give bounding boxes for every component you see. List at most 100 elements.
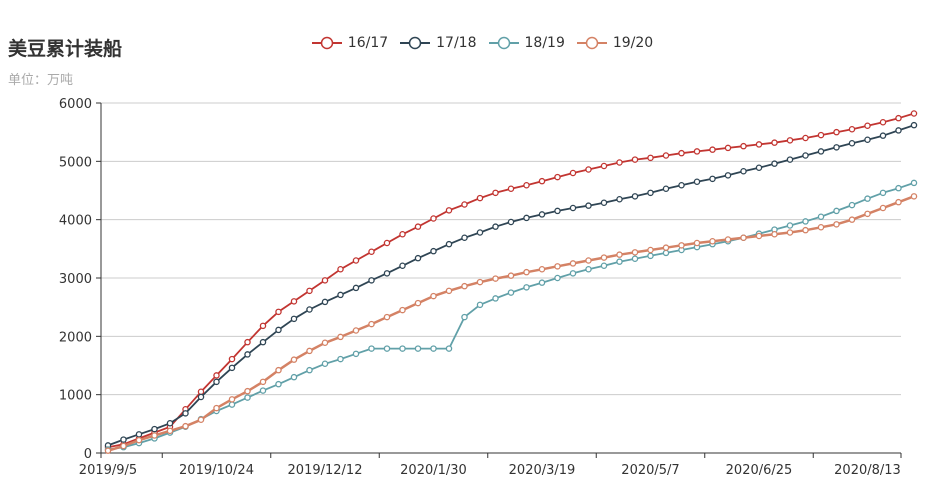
data-point: [647, 189, 654, 197]
data-point: [833, 221, 840, 228]
data-point: [833, 144, 840, 151]
data-point: [445, 287, 453, 295]
x-tick-label: 2019/9/5: [79, 463, 137, 478]
data-point: [507, 185, 515, 192]
data-point: [848, 126, 856, 133]
data-point: [755, 141, 763, 148]
data-point: [910, 121, 918, 129]
legend-item[interactable]: 17/18: [400, 35, 477, 51]
data-point: [523, 181, 530, 189]
data-point: [197, 388, 205, 395]
data-point: [337, 291, 344, 299]
data-point: [879, 132, 887, 139]
data-point: [104, 447, 112, 454]
data-point: [166, 427, 174, 435]
data-point: [631, 249, 639, 256]
data-point: [151, 432, 158, 439]
data-point: [151, 425, 158, 433]
data-point: [647, 154, 654, 162]
legend-label: 17/18: [436, 35, 477, 51]
data-point: [600, 199, 608, 206]
legend-marker-icon: [311, 36, 342, 50]
data-point: [492, 295, 499, 302]
data-point: [244, 338, 251, 346]
data-point: [631, 193, 639, 200]
data-point: [321, 277, 329, 284]
data-point: [879, 189, 887, 197]
data-point: [321, 298, 329, 306]
x-tick-label: 2020/5/7: [621, 463, 679, 478]
series-line-17-18: [107, 124, 915, 447]
chart-legend: 16/17 17/18 18/19 19/20: [0, 32, 925, 54]
data-point: [213, 404, 220, 412]
data-point: [476, 278, 484, 286]
data-point: [848, 201, 856, 209]
data-point: [492, 275, 499, 282]
data-point: [709, 146, 716, 153]
data-point: [244, 351, 251, 358]
data-point: [817, 131, 825, 139]
data-point: [244, 387, 251, 395]
data-point: [693, 239, 701, 247]
data-point: [476, 229, 484, 236]
data-point: [662, 249, 670, 257]
data-point: [864, 210, 871, 218]
data-point: [259, 378, 267, 386]
data-point: [678, 149, 685, 157]
data-point: [631, 255, 639, 262]
x-tick-label: 2020/8/13: [834, 463, 901, 478]
data-point: [554, 274, 561, 282]
data-point: [523, 284, 530, 291]
chart-subtitle: 单位：万吨: [8, 73, 74, 88]
data-point: [383, 270, 391, 277]
data-point: [507, 272, 515, 279]
data-point: [631, 156, 639, 163]
data-point: [414, 254, 422, 262]
data-point: [337, 265, 344, 273]
data-point: [538, 211, 546, 218]
data-point: [368, 277, 375, 284]
data-point: [383, 313, 391, 321]
legend-item[interactable]: 16/17: [311, 35, 388, 51]
legend-label: 19/20: [612, 35, 654, 51]
data-point: [259, 322, 267, 330]
data-point: [259, 338, 267, 346]
data-point: [848, 216, 856, 223]
data-point: [461, 282, 468, 290]
data-point: [864, 195, 871, 202]
data-point: [585, 166, 592, 173]
data-point: [538, 265, 546, 273]
legend-item[interactable]: 18/19: [488, 35, 565, 51]
data-point: [662, 244, 670, 251]
data-point: [352, 350, 360, 358]
data-point: [600, 262, 608, 269]
data-point: [368, 320, 375, 328]
y-tick-label: 3000: [59, 272, 92, 287]
data-point: [647, 252, 654, 260]
data-point: [290, 298, 298, 305]
data-point: [120, 442, 127, 450]
data-point: [290, 356, 298, 363]
data-point: [228, 364, 236, 372]
data-point: [910, 193, 918, 200]
data-point: [275, 308, 282, 316]
data-point: [197, 416, 205, 423]
legend-item[interactable]: 19/20: [576, 35, 654, 51]
data-point: [135, 436, 143, 444]
data-point: [461, 313, 468, 321]
data-point: [848, 139, 856, 147]
data-point: [182, 410, 189, 417]
data-point: [554, 173, 561, 181]
data-point: [523, 214, 530, 222]
data-point: [228, 401, 236, 408]
data-point: [724, 144, 732, 152]
data-point: [445, 207, 453, 214]
data-point: [616, 159, 623, 166]
data-point: [337, 333, 344, 341]
data-point: [879, 204, 887, 212]
data-point: [585, 265, 592, 273]
data-point: [135, 431, 143, 438]
data-point: [895, 127, 902, 134]
data-point: [321, 360, 329, 367]
